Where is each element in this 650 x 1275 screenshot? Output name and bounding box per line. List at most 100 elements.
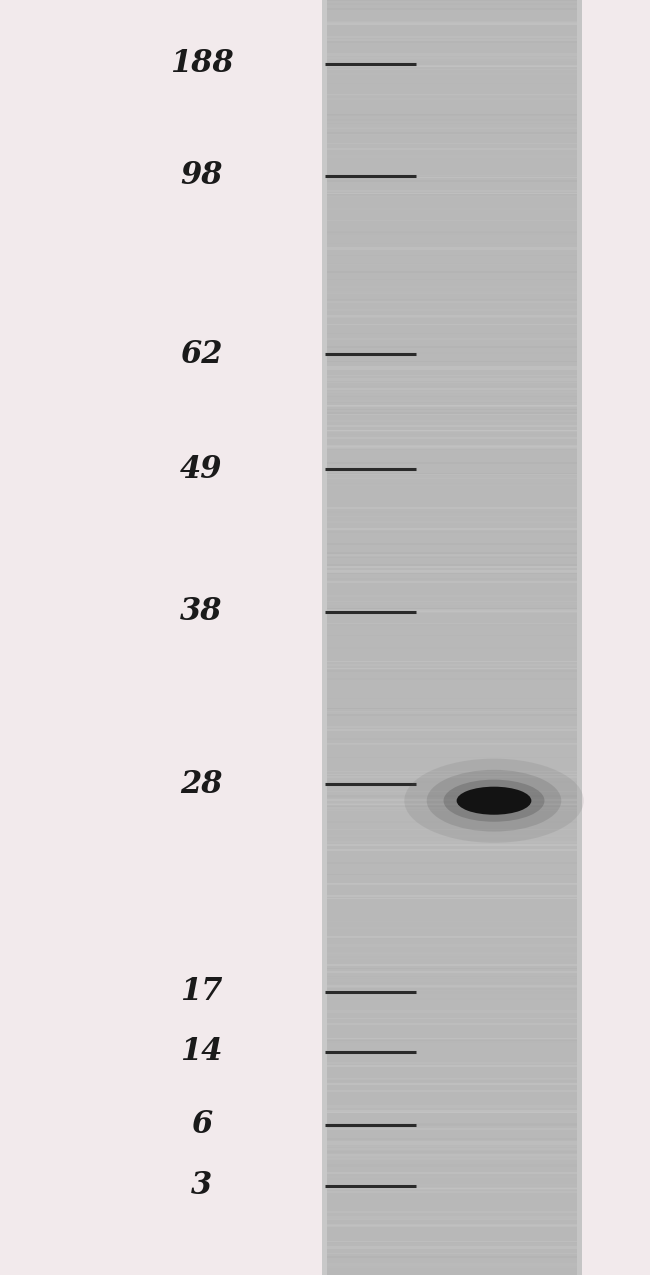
Bar	[322, 1023, 582, 1025]
Bar	[322, 45, 582, 47]
Bar	[322, 1156, 582, 1158]
Bar	[322, 697, 582, 700]
Bar	[322, 120, 582, 121]
Bar	[322, 41, 582, 42]
Bar	[322, 366, 582, 368]
Bar	[322, 603, 582, 604]
Bar	[322, 346, 582, 348]
Bar	[322, 133, 582, 134]
Bar	[322, 835, 582, 838]
Bar	[322, 419, 582, 422]
Bar	[322, 361, 582, 362]
Bar	[322, 552, 582, 553]
Bar	[322, 84, 582, 87]
Bar	[322, 738, 582, 739]
Bar	[322, 430, 582, 431]
Bar	[322, 810, 582, 811]
Bar	[322, 1139, 582, 1140]
Bar	[322, 710, 582, 711]
Bar	[322, 279, 582, 280]
Text: 14: 14	[180, 1037, 223, 1067]
Bar	[322, 1023, 582, 1025]
Bar	[322, 945, 582, 946]
Bar	[322, 803, 582, 805]
Ellipse shape	[443, 779, 545, 822]
Bar	[322, 1011, 582, 1012]
Bar	[322, 219, 582, 222]
Text: 3: 3	[191, 1170, 212, 1201]
Bar	[322, 14, 582, 17]
Bar	[322, 566, 582, 569]
Ellipse shape	[456, 787, 532, 815]
Bar	[322, 193, 582, 194]
Bar	[322, 1241, 582, 1243]
Bar	[322, 175, 582, 176]
Bar	[322, 977, 582, 979]
Bar	[322, 375, 582, 376]
Bar	[322, 180, 582, 182]
Bar	[322, 54, 582, 56]
Bar	[322, 1034, 582, 1037]
Bar	[322, 884, 582, 885]
Bar	[322, 412, 582, 414]
Bar	[322, 1173, 582, 1174]
Bar	[322, 430, 582, 431]
Bar	[322, 255, 582, 256]
Bar	[322, 94, 582, 96]
Bar	[322, 1191, 582, 1193]
Bar	[322, 543, 582, 546]
Bar	[322, 338, 582, 340]
Bar	[322, 263, 582, 265]
Bar	[322, 829, 582, 830]
Bar	[322, 898, 582, 899]
Bar	[322, 821, 582, 824]
Bar	[322, 998, 582, 1000]
Bar	[322, 1105, 582, 1108]
Bar	[322, 1082, 582, 1085]
Bar	[322, 1079, 582, 1080]
Bar	[322, 977, 582, 978]
Bar	[322, 794, 582, 797]
Bar	[322, 1079, 582, 1081]
Bar	[322, 65, 582, 68]
Bar	[322, 400, 582, 402]
Bar	[322, 695, 582, 696]
Bar	[322, 333, 582, 334]
Bar	[322, 862, 582, 863]
Bar	[322, 1151, 582, 1153]
Bar	[322, 560, 582, 561]
Bar	[322, 886, 582, 889]
Bar	[322, 836, 582, 838]
Bar	[322, 10, 582, 13]
Bar	[322, 1183, 582, 1186]
Bar	[322, 773, 582, 775]
Ellipse shape	[404, 759, 584, 843]
Bar	[322, 0, 582, 1275]
Bar	[322, 511, 582, 514]
Bar	[322, 806, 582, 807]
Bar	[322, 986, 582, 987]
Bar	[322, 1156, 582, 1158]
Bar	[322, 247, 582, 250]
Bar	[322, 134, 582, 135]
Bar	[322, 231, 582, 233]
Bar	[322, 581, 582, 583]
Bar	[322, 562, 582, 564]
Bar	[322, 56, 582, 59]
Bar	[322, 1156, 582, 1159]
Bar	[322, 776, 582, 778]
Bar	[322, 143, 582, 144]
Bar	[322, 1211, 582, 1213]
Bar	[322, 315, 582, 317]
Bar	[322, 555, 582, 556]
Bar	[322, 664, 582, 666]
Bar	[322, 692, 582, 694]
Bar	[322, 958, 582, 959]
Bar	[322, 609, 582, 612]
Bar	[322, 190, 582, 193]
Bar	[322, 272, 582, 273]
Bar	[322, 1265, 582, 1267]
Bar	[322, 970, 582, 973]
Bar	[322, 148, 582, 150]
Bar	[322, 391, 582, 393]
